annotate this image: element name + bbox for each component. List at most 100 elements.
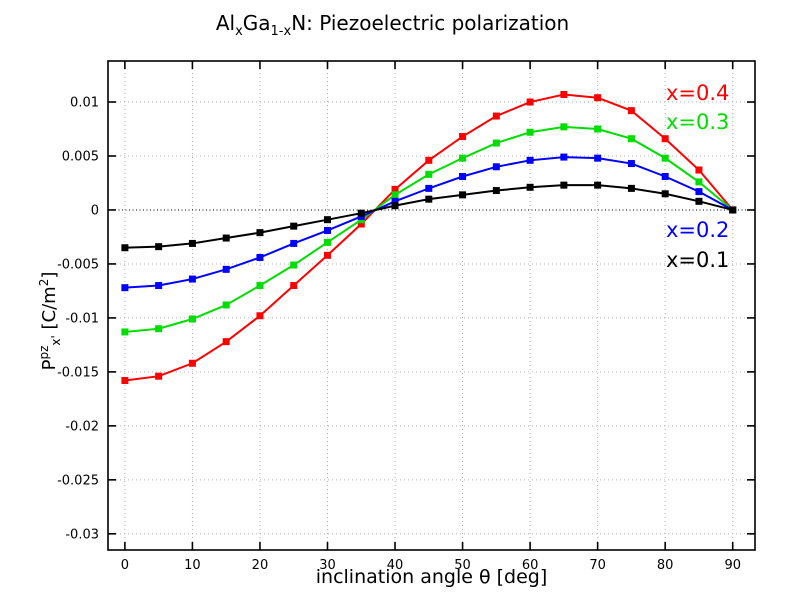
data-point-marker [121,377,129,385]
data-point-marker [560,123,568,131]
series-x0.4 [121,90,737,385]
y-axis-label: Ppzx' [C/m2] [37,272,63,371]
data-point-marker [188,275,196,283]
x-tick-labels: 0 10 20 30 40 50 60 70 80 90 [121,558,741,573]
data-point-marker [661,135,669,143]
data-point-marker [526,183,534,191]
legend-item-x02: x=0.2 [666,218,730,242]
y-tick-label: -0.025 [57,473,99,488]
data-point-marker [323,226,331,234]
legend-item-x01: x=0.1 [666,248,730,272]
data-point-marker [290,282,298,290]
data-point-marker [492,112,500,120]
title-part2: Ga [242,11,271,35]
data-point-marker [594,181,602,189]
data-point-marker [121,284,129,292]
y-tick-label: 0 [91,203,99,218]
data-point-marker [560,153,568,161]
data-point-marker [222,338,230,346]
data-point-marker [492,187,500,195]
data-point-marker [492,139,500,147]
x-tick-label: 10 [184,558,201,573]
y-label-sub: x' [49,335,63,346]
data-point-marker [290,239,298,247]
y-tick-label: -0.03 [65,527,99,542]
tick-marks [108,61,755,550]
data-point-marker [357,209,365,217]
data-point-marker [256,312,264,320]
data-point-marker [594,125,602,133]
data-point-marker [155,243,163,251]
data-point-marker [661,190,669,198]
x-tick-label: 0 [121,558,129,573]
y-label-symbol: P [39,359,60,371]
data-point-marker [155,372,163,380]
data-point-marker [627,107,635,115]
x-tick-label: 20 [252,558,269,573]
plot-border [107,60,756,551]
data-point-marker [661,173,669,181]
data-point-marker [425,156,433,164]
data-point-marker [256,253,264,261]
y-tick-label: -0.01 [65,311,99,326]
data-point-marker [222,301,230,309]
data-point-marker [323,251,331,259]
data-point-marker [492,163,500,171]
data-point-marker [560,90,568,98]
data-point-marker [290,222,298,230]
data-point-marker [256,282,264,290]
series-x0.1 [121,181,737,252]
data-point-marker [459,173,467,181]
y-tick-label: -0.005 [57,257,99,272]
data-point-marker [121,244,129,252]
data-point-marker [155,325,163,333]
data-point-marker [290,261,298,269]
legend-item-x04: x=0.4 [666,81,730,105]
data-point-marker [526,98,534,106]
data-point-marker [256,229,264,237]
y-tick-label: 0.005 [62,149,99,164]
x-tick-label: 60 [522,558,539,573]
x-tick-label: 40 [387,558,404,573]
data-point-marker [425,170,433,178]
data-point-marker [188,315,196,323]
data-point-marker [391,191,399,199]
title-part1: Al [215,11,236,35]
data-point-marker [526,128,534,136]
data-point-marker [695,188,703,196]
data-point-marker [391,185,399,193]
chart-title: AlxGa1-xN: Piezoelectric polarization [0,11,785,39]
data-point-marker [425,184,433,192]
x-tick-label: 30 [319,558,336,573]
data-point-marker [526,156,534,164]
data-point-marker [627,135,635,143]
y-tick-label: -0.02 [65,419,99,434]
legend-item-x03: x=0.3 [666,110,730,134]
data-point-marker [729,206,737,214]
x-tick-label: 80 [657,558,674,573]
x-axis-label: inclination angle θ [deg] [315,566,548,588]
data-point-marker [560,181,568,189]
data-point-marker [222,265,230,273]
data-point-marker [695,166,703,174]
title-sub2: 1-x [270,24,292,39]
data-point-marker [323,238,331,246]
series-x0.3 [121,123,737,336]
y-tick-label: -0.015 [57,365,99,380]
data-point-marker [459,133,467,141]
data-point-marker [459,191,467,199]
title-part3: N: Piezoelectric polarization [291,11,570,35]
x-tick-label: 90 [724,558,741,573]
y-tick-labels: 0.01 0.005 0 -0.005 -0.01 -0.015 -0.02 -0.025 -0… [57,96,99,543]
title-sub1: x [235,24,243,39]
data-point-marker [627,184,635,192]
data-point-marker [627,160,635,168]
data-point-marker [121,328,129,336]
data-point-marker [594,154,602,162]
data-point-marker [459,154,467,162]
data-point-marker [695,178,703,186]
data-point-marker [594,94,602,102]
gridlines [108,61,755,550]
